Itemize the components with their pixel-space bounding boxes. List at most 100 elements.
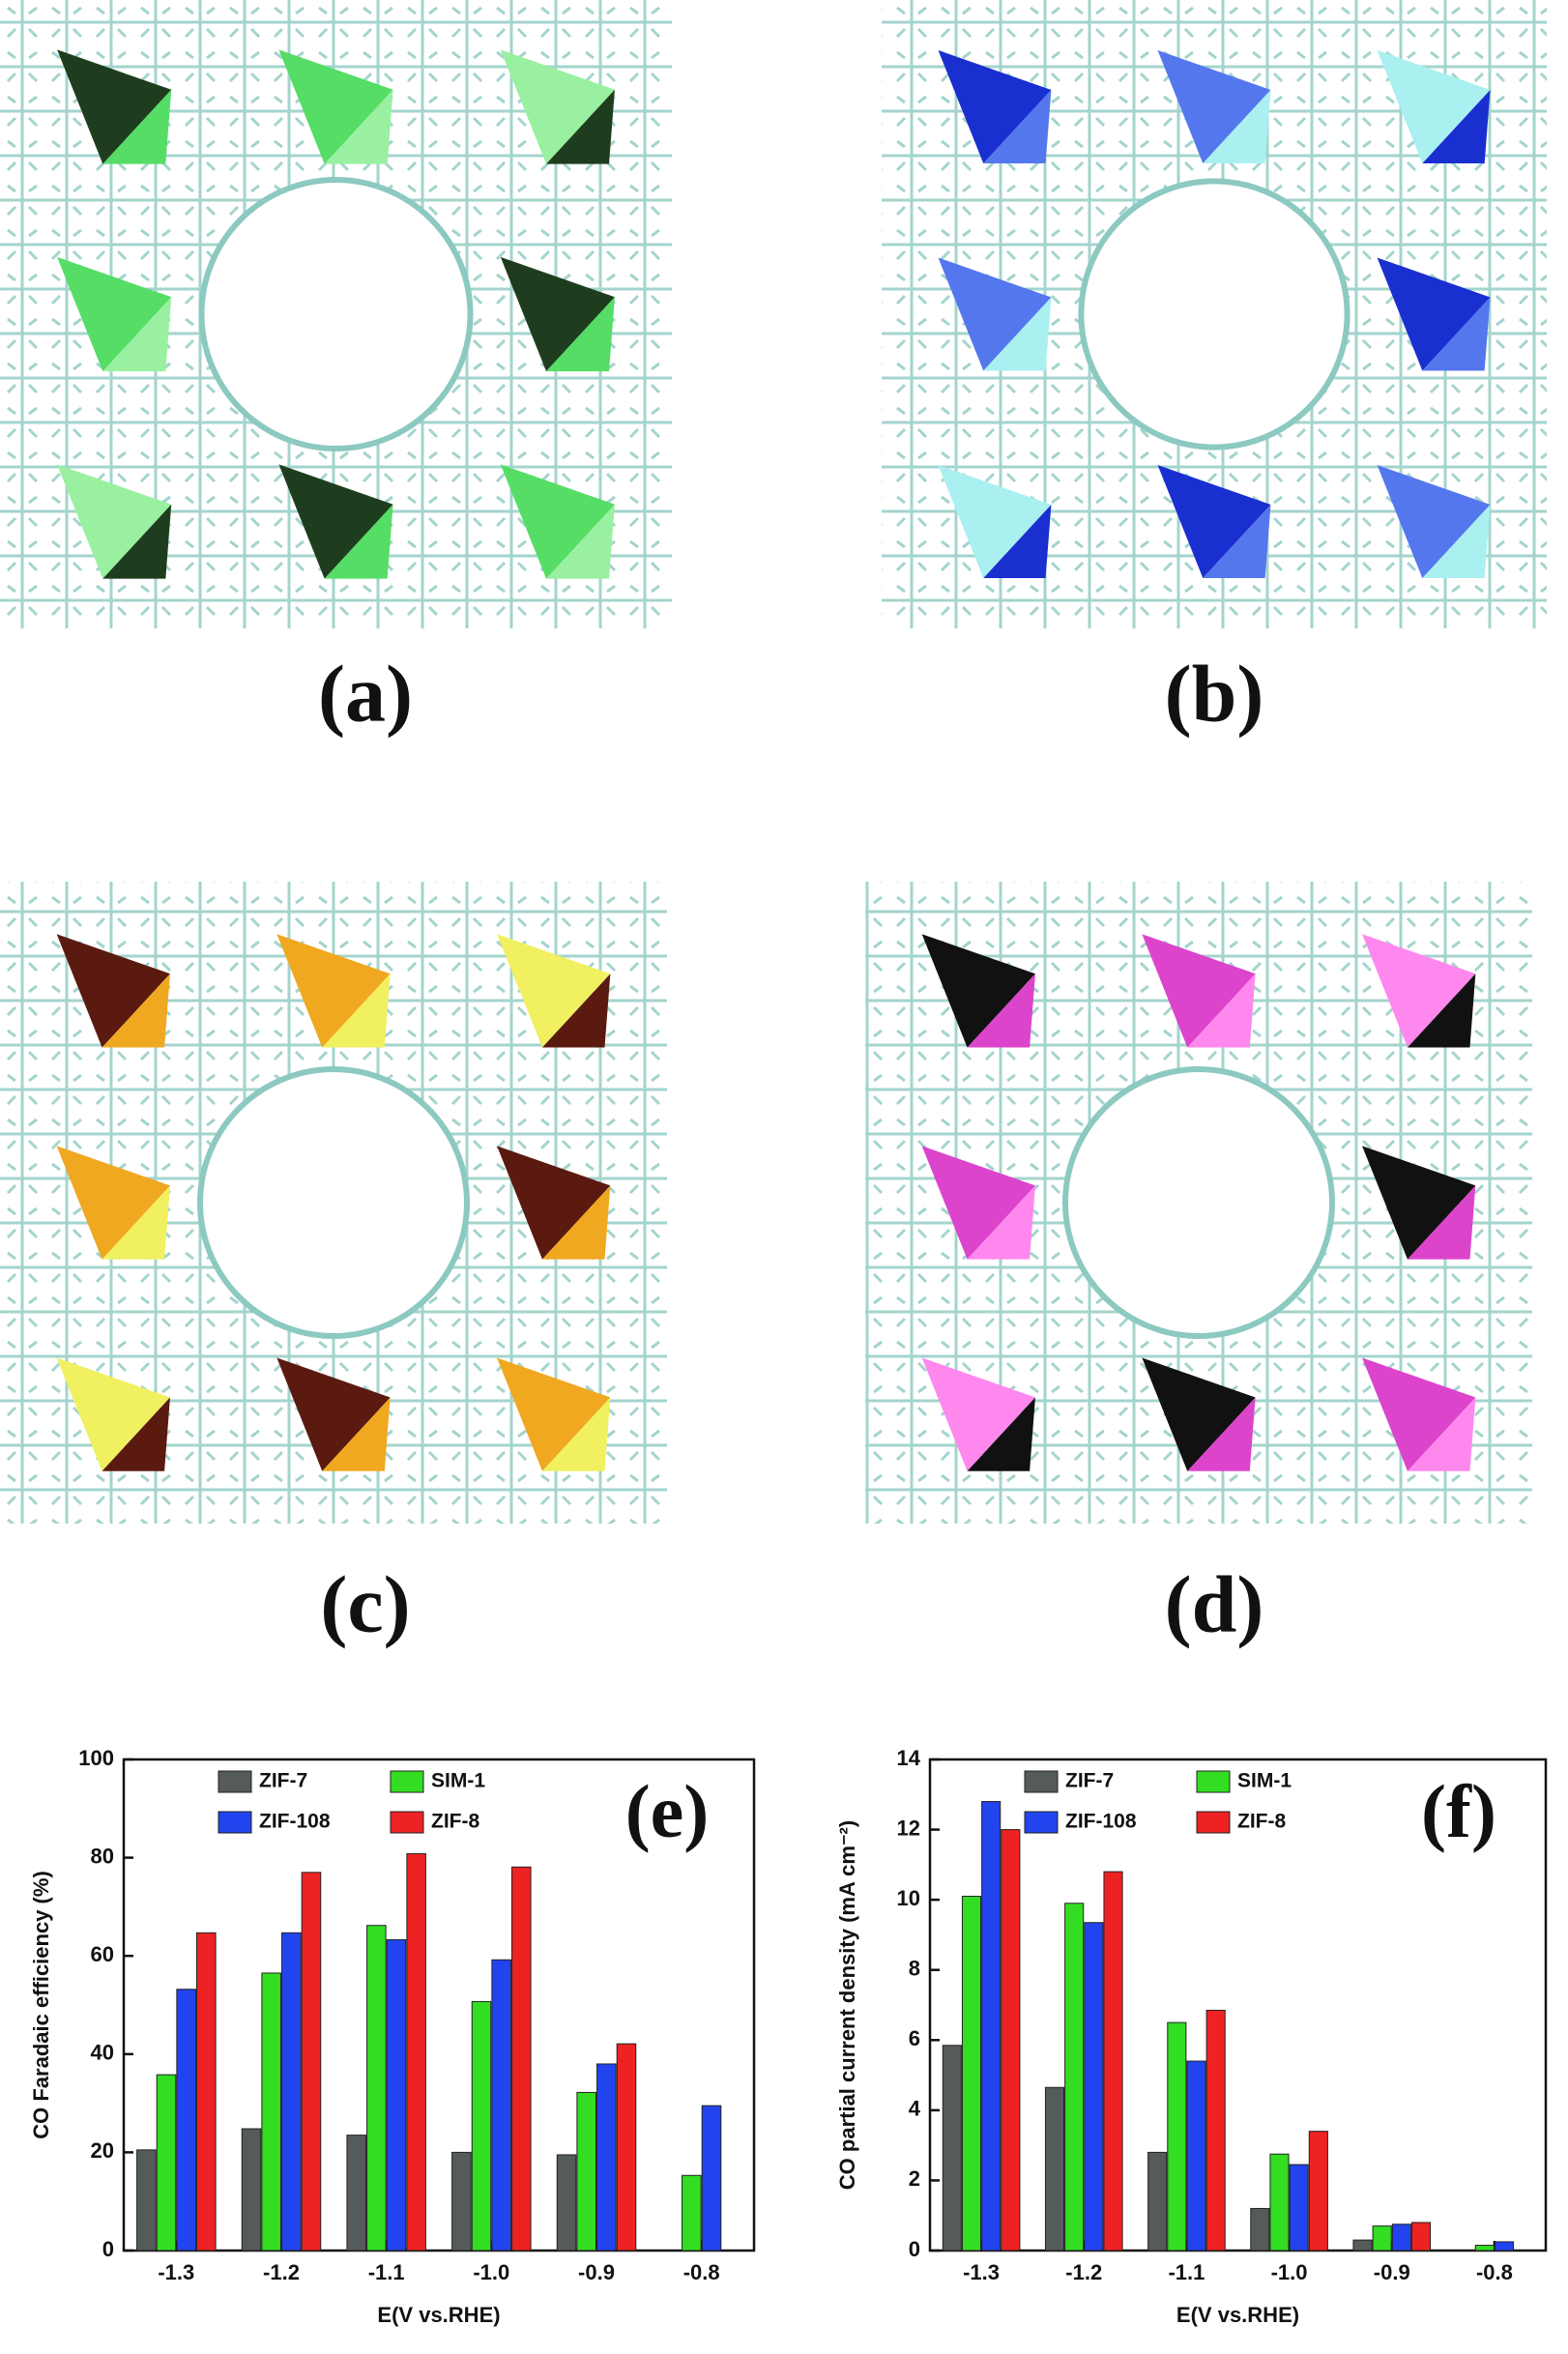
x-axis-title: E(V vs.RHE) xyxy=(377,2303,500,2327)
bar xyxy=(1372,2225,1392,2252)
bar xyxy=(1205,2009,1226,2252)
legend-swatch xyxy=(390,1770,424,1793)
bar xyxy=(1308,2131,1328,2252)
bar xyxy=(1352,2239,1373,2252)
panel-label: (d) xyxy=(1165,1559,1264,1649)
panel-label: (c) xyxy=(320,1559,410,1649)
legend-swatch xyxy=(1024,1770,1059,1793)
tetrahedron xyxy=(57,49,172,164)
bar xyxy=(1289,2164,1309,2252)
tetrahedron xyxy=(278,464,393,579)
tetrahedron xyxy=(546,89,615,164)
legend-label: ZIF-8 xyxy=(1237,1811,1286,1833)
x-tick-label: -1.1 xyxy=(368,2260,405,2284)
y-tick-label: 10 xyxy=(897,1886,920,1910)
pore xyxy=(198,177,474,451)
bar xyxy=(1147,2151,1168,2252)
bar xyxy=(491,1959,511,2252)
tetrahedron xyxy=(102,89,172,164)
tetrahedron xyxy=(322,1397,391,1471)
tetrahedron xyxy=(938,257,1052,371)
y-tick-label: 40 xyxy=(91,2041,114,2065)
x-tick-label: -0.9 xyxy=(1374,2260,1410,2284)
tetrahedron xyxy=(1407,1185,1476,1260)
tetrahedron xyxy=(500,256,615,372)
tetrahedron xyxy=(546,504,615,579)
legend-swatch xyxy=(390,1811,424,1834)
bar xyxy=(471,2000,492,2252)
y-tick-label: 60 xyxy=(91,1942,114,1966)
panel-label: (b) xyxy=(1165,649,1264,739)
tetrahedron xyxy=(967,974,1035,1048)
tetrahedron xyxy=(497,934,611,1048)
bar xyxy=(556,2154,577,2252)
bar xyxy=(1250,2207,1270,2252)
bar xyxy=(301,1872,322,2252)
y-tick-label: 6 xyxy=(909,2026,920,2050)
tetrahedron xyxy=(57,256,172,372)
bar xyxy=(156,2074,177,2252)
legend-label: ZIF-108 xyxy=(259,1811,331,1833)
tetrahedron xyxy=(1422,504,1491,578)
bar xyxy=(511,1866,532,2252)
bar xyxy=(1103,1871,1123,2252)
tetrahedron xyxy=(102,974,170,1048)
legend-swatch xyxy=(1196,1811,1231,1834)
tetrahedron xyxy=(1187,974,1256,1048)
bar xyxy=(1391,2223,1411,2252)
tetrahedron xyxy=(938,465,1052,578)
x-tick-label: -0.8 xyxy=(1476,2260,1513,2284)
bar xyxy=(196,1932,217,2252)
tetrahedron xyxy=(56,934,170,1048)
tetrahedron xyxy=(967,1185,1035,1260)
tetrahedron xyxy=(1422,89,1491,163)
x-tick-label: -0.8 xyxy=(683,2260,720,2284)
tetrahedron xyxy=(983,297,1052,371)
tetrahedron xyxy=(1187,1397,1256,1471)
tetrahedron xyxy=(1407,974,1476,1048)
legend-label: ZIF-8 xyxy=(431,1811,479,1833)
tetrahedron xyxy=(57,464,172,579)
tetrahedron xyxy=(500,49,615,164)
tetrahedron xyxy=(56,1146,170,1260)
y-tick-label: 12 xyxy=(897,1816,920,1840)
tetrahedron xyxy=(921,934,1035,1048)
plot-frame xyxy=(928,1758,1548,2252)
plot-frame xyxy=(122,1758,756,2252)
bar xyxy=(1167,2021,1187,2252)
legend-swatch xyxy=(218,1811,252,1834)
y-tick-label: 20 xyxy=(91,2138,114,2163)
bar xyxy=(176,1989,196,2252)
x-tick-label: -0.9 xyxy=(578,2260,615,2284)
bar xyxy=(1001,1829,1021,2252)
legend-swatch xyxy=(218,1770,252,1793)
bar xyxy=(386,1938,407,2252)
x-tick-label: -1.0 xyxy=(1271,2260,1308,2284)
bar xyxy=(576,2091,596,2252)
x-tick-label: -1.0 xyxy=(473,2260,509,2284)
y-tick-label: 0 xyxy=(909,2237,920,2261)
tetrahedron xyxy=(1362,1357,1476,1471)
tetrahedron xyxy=(278,49,393,164)
tetrahedron xyxy=(276,934,391,1048)
y-tick-label: 8 xyxy=(909,1957,920,1981)
tetrahedron xyxy=(102,297,172,372)
panel-label: (a) xyxy=(318,649,413,739)
annotation: (f) xyxy=(1421,1769,1496,1853)
tetrahedron xyxy=(1157,50,1271,163)
tetrahedron xyxy=(1407,1397,1476,1471)
tetrahedron xyxy=(322,974,391,1048)
tetrahedron xyxy=(102,1397,170,1471)
legend-label: ZIF-7 xyxy=(259,1770,307,1792)
bar xyxy=(346,2135,366,2252)
bar xyxy=(281,1932,302,2252)
tetrahedron xyxy=(1377,257,1491,371)
bar xyxy=(1064,1903,1085,2252)
bar xyxy=(1474,2245,1495,2252)
x-tick-label: -1.3 xyxy=(963,2260,1000,2284)
tetrahedron xyxy=(497,1357,611,1471)
pore xyxy=(1078,178,1350,450)
bar xyxy=(136,2149,157,2252)
tetrahedron xyxy=(541,974,611,1048)
pore xyxy=(1062,1066,1335,1339)
